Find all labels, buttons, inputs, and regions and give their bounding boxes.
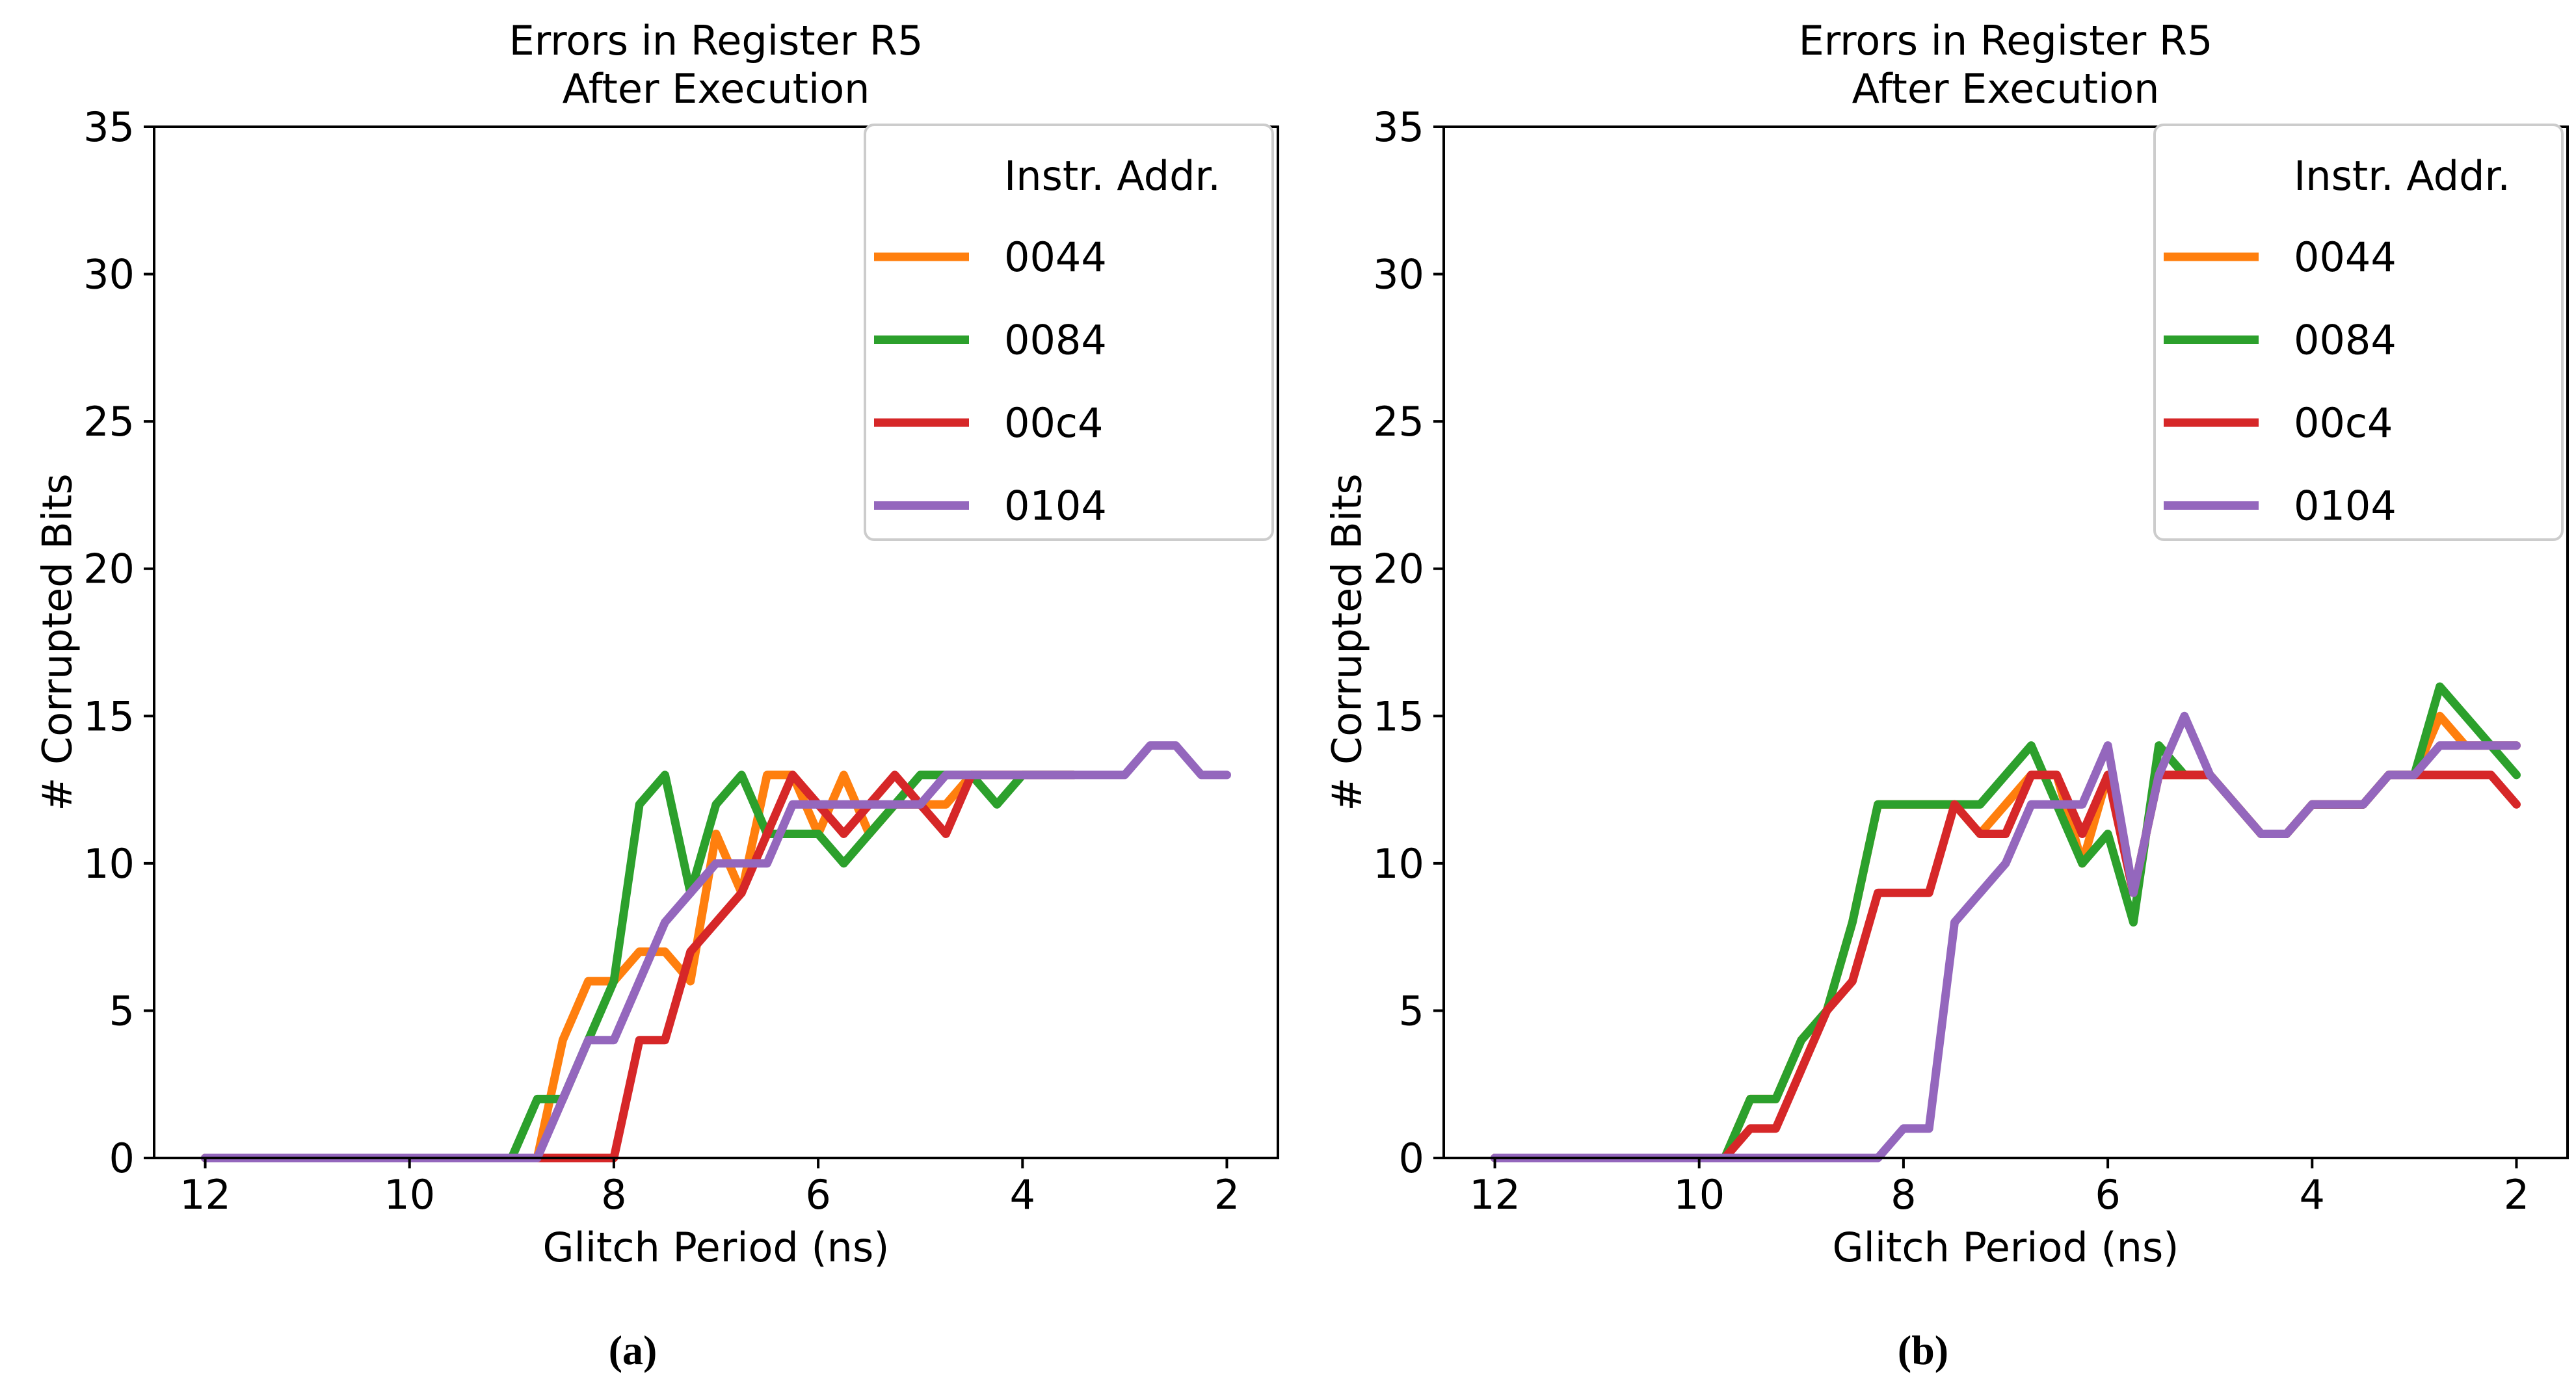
x-tick-label: 8: [1891, 1171, 1916, 1218]
x-tick-label: 12: [179, 1171, 231, 1218]
x-tick-label: 10: [384, 1171, 435, 1218]
legend-box: [2153, 124, 2564, 541]
legend-label-00c4: 00c4: [1004, 399, 1103, 447]
chart-a-title-line1: Errors in Register R5: [509, 17, 923, 64]
x-tick-label: 6: [2095, 1171, 2120, 1218]
chart-b-xlabel: Glitch Period (ns): [1832, 1224, 2179, 1271]
legend-title: Instr. Addr.: [1004, 152, 1221, 200]
legend-title: Instr. Addr.: [2294, 152, 2510, 200]
y-tick-label: 15: [1373, 692, 1424, 740]
axes-spines: [153, 125, 1279, 1159]
y-tick-label: 10: [1373, 840, 1424, 888]
chart-a-ylabel: # Corrupted Bits: [33, 473, 81, 811]
x-tick-label: 10: [1673, 1171, 1725, 1218]
y-tick-label: 5: [109, 987, 135, 1034]
series-line-0044: [1491, 711, 2521, 1163]
legend-label-0084: 0084: [2294, 317, 2397, 364]
series-line-0084: [1491, 682, 2521, 1163]
y-tick-label: 30: [1373, 251, 1424, 298]
y-tick-label: 20: [83, 546, 135, 593]
legend-box: [864, 124, 1274, 541]
y-tick-label: 35: [83, 103, 135, 151]
y-tick-label: 5: [1399, 987, 1424, 1034]
y-tick-label: 30: [83, 251, 135, 298]
axes-spines: [1442, 125, 2569, 1159]
legend-label-0104: 0104: [2294, 482, 2397, 530]
y-tick-label: 0: [1399, 1135, 1424, 1182]
x-tick-label: 8: [601, 1171, 626, 1218]
subfigure-a-caption: (a): [608, 1327, 657, 1373]
x-tick-label: 2: [1214, 1171, 1240, 1218]
chart-b-ylabel: # Corrupted Bits: [1323, 473, 1371, 811]
subfigure-b-caption: (b): [1897, 1327, 1949, 1373]
chart-b-title: Errors in Register R5 After Execution: [1444, 17, 2568, 113]
y-tick-label: 0: [109, 1135, 135, 1182]
chart-a-title: Errors in Register R5 After Execution: [154, 17, 1278, 113]
series-line-00c4: [1491, 770, 2521, 1163]
series-line-0104: [1491, 711, 2521, 1163]
legend-label-0084: 0084: [1004, 317, 1107, 364]
chart-a-title-line2: After Execution: [562, 65, 870, 112]
x-tick-label: 4: [1010, 1171, 1035, 1218]
chart-b-title-line1: Errors in Register R5: [1798, 17, 2213, 64]
legend-label-0044: 0044: [1004, 233, 1107, 281]
chart-b-title-line2: After Execution: [1852, 65, 2160, 112]
x-tick-label: 4: [2300, 1171, 2325, 1218]
x-tick-label: 6: [805, 1171, 830, 1218]
y-tick-label: 35: [1373, 103, 1424, 151]
y-tick-label: 25: [83, 398, 135, 445]
legend-label-0044: 0044: [2294, 233, 2397, 281]
x-tick-label: 12: [1469, 1171, 1520, 1218]
x-tick-label: 2: [2504, 1171, 2529, 1218]
chart-a-xlabel: Glitch Period (ns): [542, 1224, 890, 1271]
legend-label-0104: 0104: [1004, 482, 1107, 530]
y-tick-label: 20: [1373, 546, 1424, 593]
legend-label-00c4: 00c4: [2294, 399, 2393, 447]
y-tick-label: 15: [83, 692, 135, 740]
y-tick-label: 25: [1373, 398, 1424, 445]
y-tick-label: 10: [83, 840, 135, 888]
series-line-0104: [201, 741, 1231, 1163]
